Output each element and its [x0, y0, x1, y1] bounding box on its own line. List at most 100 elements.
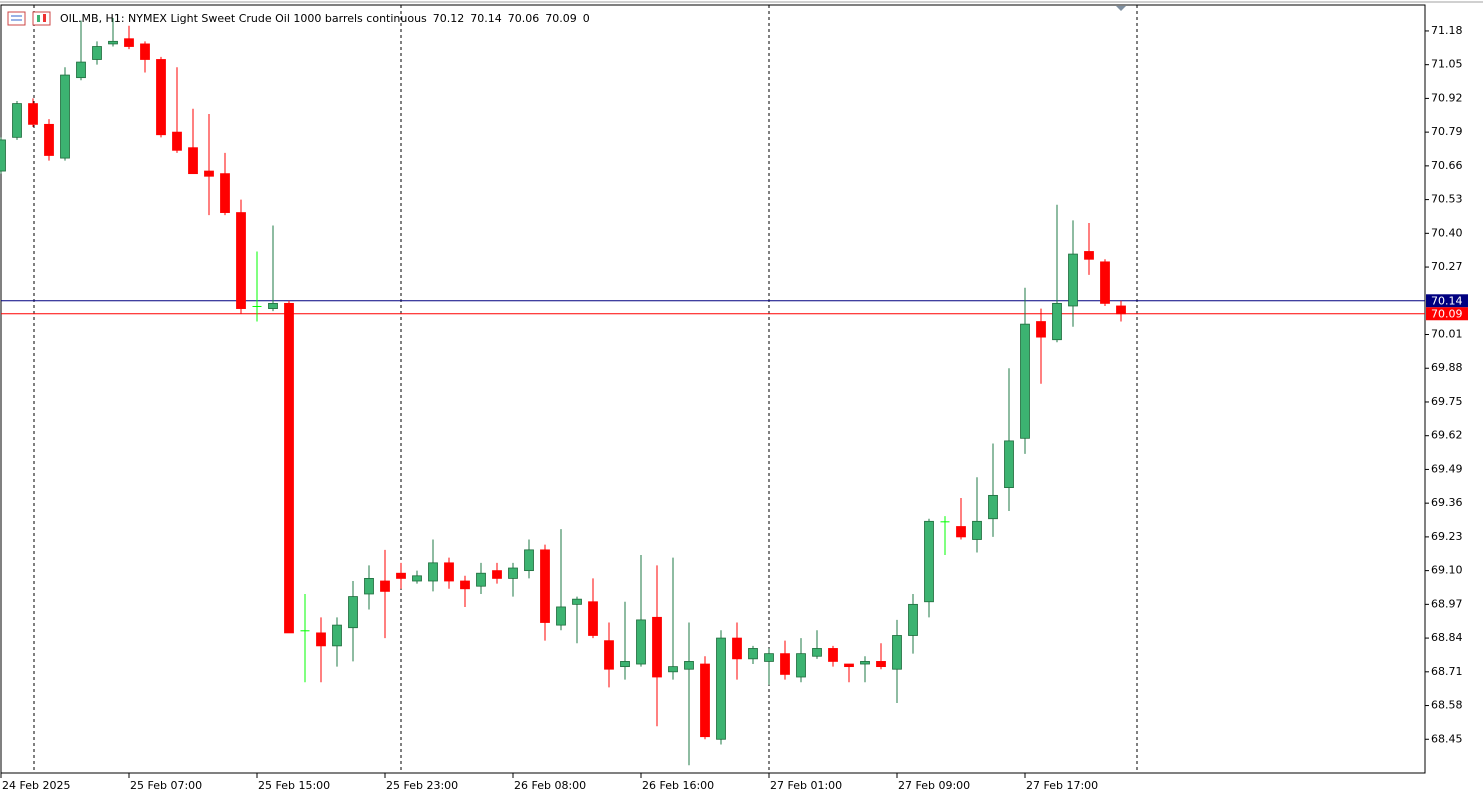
icon [32, 11, 51, 26]
candle-body [172, 131, 182, 151]
header-value: 70.12 [433, 12, 465, 25]
candle-body [140, 43, 150, 60]
candle-body [892, 635, 902, 670]
candle-body [412, 575, 422, 582]
candle-body [844, 663, 854, 668]
x-tick-label: 24 Feb 2025 [2, 779, 70, 792]
x-tick-label: 26 Feb 16:00 [642, 779, 714, 792]
y-tick-label: 69.62 [1431, 429, 1463, 442]
candle-body [780, 653, 790, 675]
candle-body [220, 173, 230, 213]
candle-body [972, 520, 982, 540]
candle-body [556, 606, 566, 626]
candle-body [524, 549, 534, 572]
candle-body [492, 570, 502, 579]
candle-body [268, 302, 278, 309]
y-tick-label: 69.88 [1431, 361, 1463, 374]
candle-body [380, 580, 390, 592]
candle-body [700, 663, 710, 738]
icon [7, 11, 26, 26]
candle-body [188, 147, 198, 175]
price-label: 70.14 [1431, 294, 1463, 307]
candle-body [92, 46, 102, 60]
candle-body [348, 596, 358, 629]
y-tick-label: 70.79 [1431, 125, 1463, 138]
candle-body [732, 637, 742, 660]
candle-body [956, 526, 966, 538]
candle-body [796, 653, 806, 678]
candle-body [652, 616, 662, 678]
y-tick-label: 68.97 [1431, 597, 1463, 610]
candle-body [860, 661, 870, 665]
y-tick-label: 70.66 [1431, 159, 1463, 172]
header-icons [7, 11, 51, 26]
price-label-bg [1426, 307, 1468, 321]
x-tick-label: 27 Feb 17:00 [1026, 779, 1098, 792]
header-value: 70.09 [545, 12, 577, 25]
candle-body [1116, 305, 1126, 315]
y-tick-label: 69.36 [1431, 496, 1463, 509]
day-separators [33, 5, 1138, 773]
y-tick-label: 69.49 [1431, 462, 1463, 475]
candle-body [396, 572, 406, 579]
y-tick-label: 70.92 [1431, 91, 1463, 104]
candle-body [684, 661, 694, 670]
header-value: 70.14 [470, 12, 502, 25]
candle-body [124, 38, 134, 47]
y-tick-label: 70.53 [1431, 193, 1463, 206]
candle-body [1020, 323, 1030, 439]
candle-body [508, 567, 518, 579]
candle-body [44, 123, 54, 156]
candle-body [156, 59, 166, 136]
candle-body [1084, 251, 1094, 260]
candle-body [764, 653, 774, 662]
candle-body [0, 139, 6, 172]
candle-body [572, 598, 582, 605]
candle-body [1004, 440, 1014, 488]
candle-body [876, 661, 886, 668]
candle-body [460, 580, 470, 590]
header-value: 70.06 [508, 12, 540, 25]
candle-body [1068, 253, 1078, 307]
candle-body [236, 212, 246, 309]
candle-body [908, 603, 918, 636]
x-tick-label: 25 Feb 23:00 [386, 779, 458, 792]
x-tick-label: 27 Feb 01:00 [770, 779, 842, 792]
candle-body [940, 521, 950, 523]
candle-body [924, 520, 934, 603]
candle-body [636, 619, 646, 665]
candle-body [1036, 321, 1046, 338]
candle-body [316, 632, 326, 647]
candle-body [540, 549, 550, 623]
y-tick-label: 68.84 [1431, 631, 1463, 644]
x-tick-label: 27 Feb 09:00 [898, 779, 970, 792]
x-tick-label: 25 Feb 15:00 [258, 779, 330, 792]
x-tick-label: 25 Feb 07:00 [130, 779, 202, 792]
candle-body [364, 578, 374, 595]
candle-body [444, 562, 454, 582]
candle-body [812, 648, 822, 657]
y-tick-label: 68.45 [1431, 732, 1463, 745]
y-tick-label: 71.18 [1431, 24, 1463, 37]
y-tick-label: 68.71 [1431, 665, 1463, 678]
y-tick-label: 68.58 [1431, 699, 1463, 712]
header-info: 0 [583, 12, 590, 25]
candle-body [332, 624, 342, 647]
candle-body [284, 302, 294, 634]
candle-body [604, 640, 614, 670]
candle-body [668, 666, 678, 673]
candle-body [620, 661, 630, 668]
candle-body [108, 40, 118, 45]
shift-marker [1116, 6, 1126, 11]
candle-body [12, 103, 22, 138]
x-tick-label: 26 Feb 08:00 [514, 779, 586, 792]
candle-body [476, 572, 486, 587]
candle-body [588, 601, 598, 636]
chart-title: OIL.MB, H1: NYMEX Light Sweet Crude Oil … [60, 12, 590, 25]
y-tick-label: 71.05 [1431, 58, 1463, 71]
y-tick-label: 70.01 [1431, 328, 1463, 341]
y-tick-label: 69.75 [1431, 395, 1463, 408]
candle-body [60, 74, 70, 159]
candle-body [988, 494, 998, 520]
